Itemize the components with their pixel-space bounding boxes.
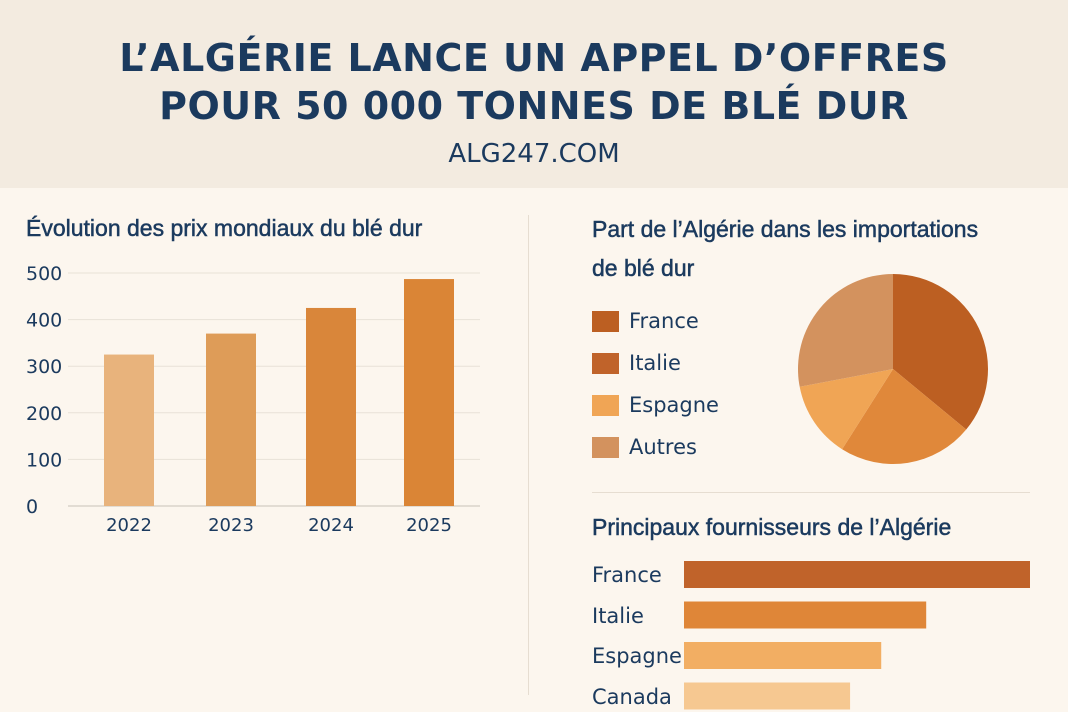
- x-tick-label: 2024: [308, 515, 354, 536]
- bar-2022: [104, 354, 154, 506]
- horizontal-divider: [592, 492, 1030, 493]
- title-line-2: POUR 50 000 TONNES DE BLÉ DUR: [159, 84, 909, 128]
- vertical-divider: [528, 215, 529, 695]
- x-tick-label: 2023: [208, 515, 254, 536]
- supplier-bar-france: [684, 561, 1030, 588]
- legend-label: Autres: [629, 435, 697, 459]
- legend-swatch: [592, 352, 619, 374]
- bar-2023: [206, 333, 256, 506]
- legend-item: France: [592, 308, 699, 334]
- y-tick-label: 100: [26, 449, 62, 471]
- legend-item: Autres: [592, 434, 697, 460]
- legend-swatch: [592, 310, 619, 332]
- y-tick-label: 500: [26, 263, 62, 285]
- supplier-bar-espagne: [684, 642, 882, 669]
- y-tick-label: 400: [26, 310, 62, 332]
- y-tick-label: 0: [26, 496, 38, 518]
- title-line-1: L’ALGÉRIE LANCE UN APPEL D’OFFRES: [119, 36, 949, 80]
- bar-2025: [404, 279, 454, 506]
- pie-slice-france: [893, 274, 988, 430]
- supplier-bar-canada: [684, 682, 851, 710]
- bar-2024: [306, 307, 356, 506]
- site-name: ALG247.COM: [448, 139, 620, 169]
- supplier-label: France: [592, 563, 662, 587]
- bar-chart-title: Évolution des prix mondiaux du blé dur: [26, 215, 423, 242]
- supplier-label: Espagne: [592, 644, 682, 668]
- supplier-label: Canada: [592, 684, 672, 709]
- y-tick-label: 200: [26, 403, 62, 425]
- x-tick-label: 2025: [406, 515, 452, 536]
- legend-item: Espagne: [592, 392, 719, 418]
- legend-label: Espagne: [629, 393, 719, 417]
- pie-slice-autres: [798, 274, 893, 387]
- y-tick-label: 300: [26, 356, 62, 378]
- pie-slice-espagne: [799, 369, 893, 450]
- legend-label: France: [629, 309, 699, 333]
- pie-slice-italie: [842, 369, 967, 465]
- suppliers-chart-title: Principaux fournisseurs de l’Algérie: [592, 514, 952, 541]
- header-banner: [0, 0, 1068, 188]
- legend-label: Italie: [629, 351, 681, 375]
- x-tick-label: 2022: [106, 515, 152, 536]
- legend-item: Italie: [592, 350, 681, 376]
- legend-swatch: [592, 436, 619, 458]
- legend-swatch: [592, 394, 619, 416]
- supplier-label: Italie: [592, 603, 644, 628]
- pie-chart-title-line-2: de blé dur: [592, 255, 695, 282]
- supplier-bar-italie: [684, 601, 927, 629]
- pie-chart-title-line-1: Part de l’Algérie dans les importations: [592, 216, 979, 243]
